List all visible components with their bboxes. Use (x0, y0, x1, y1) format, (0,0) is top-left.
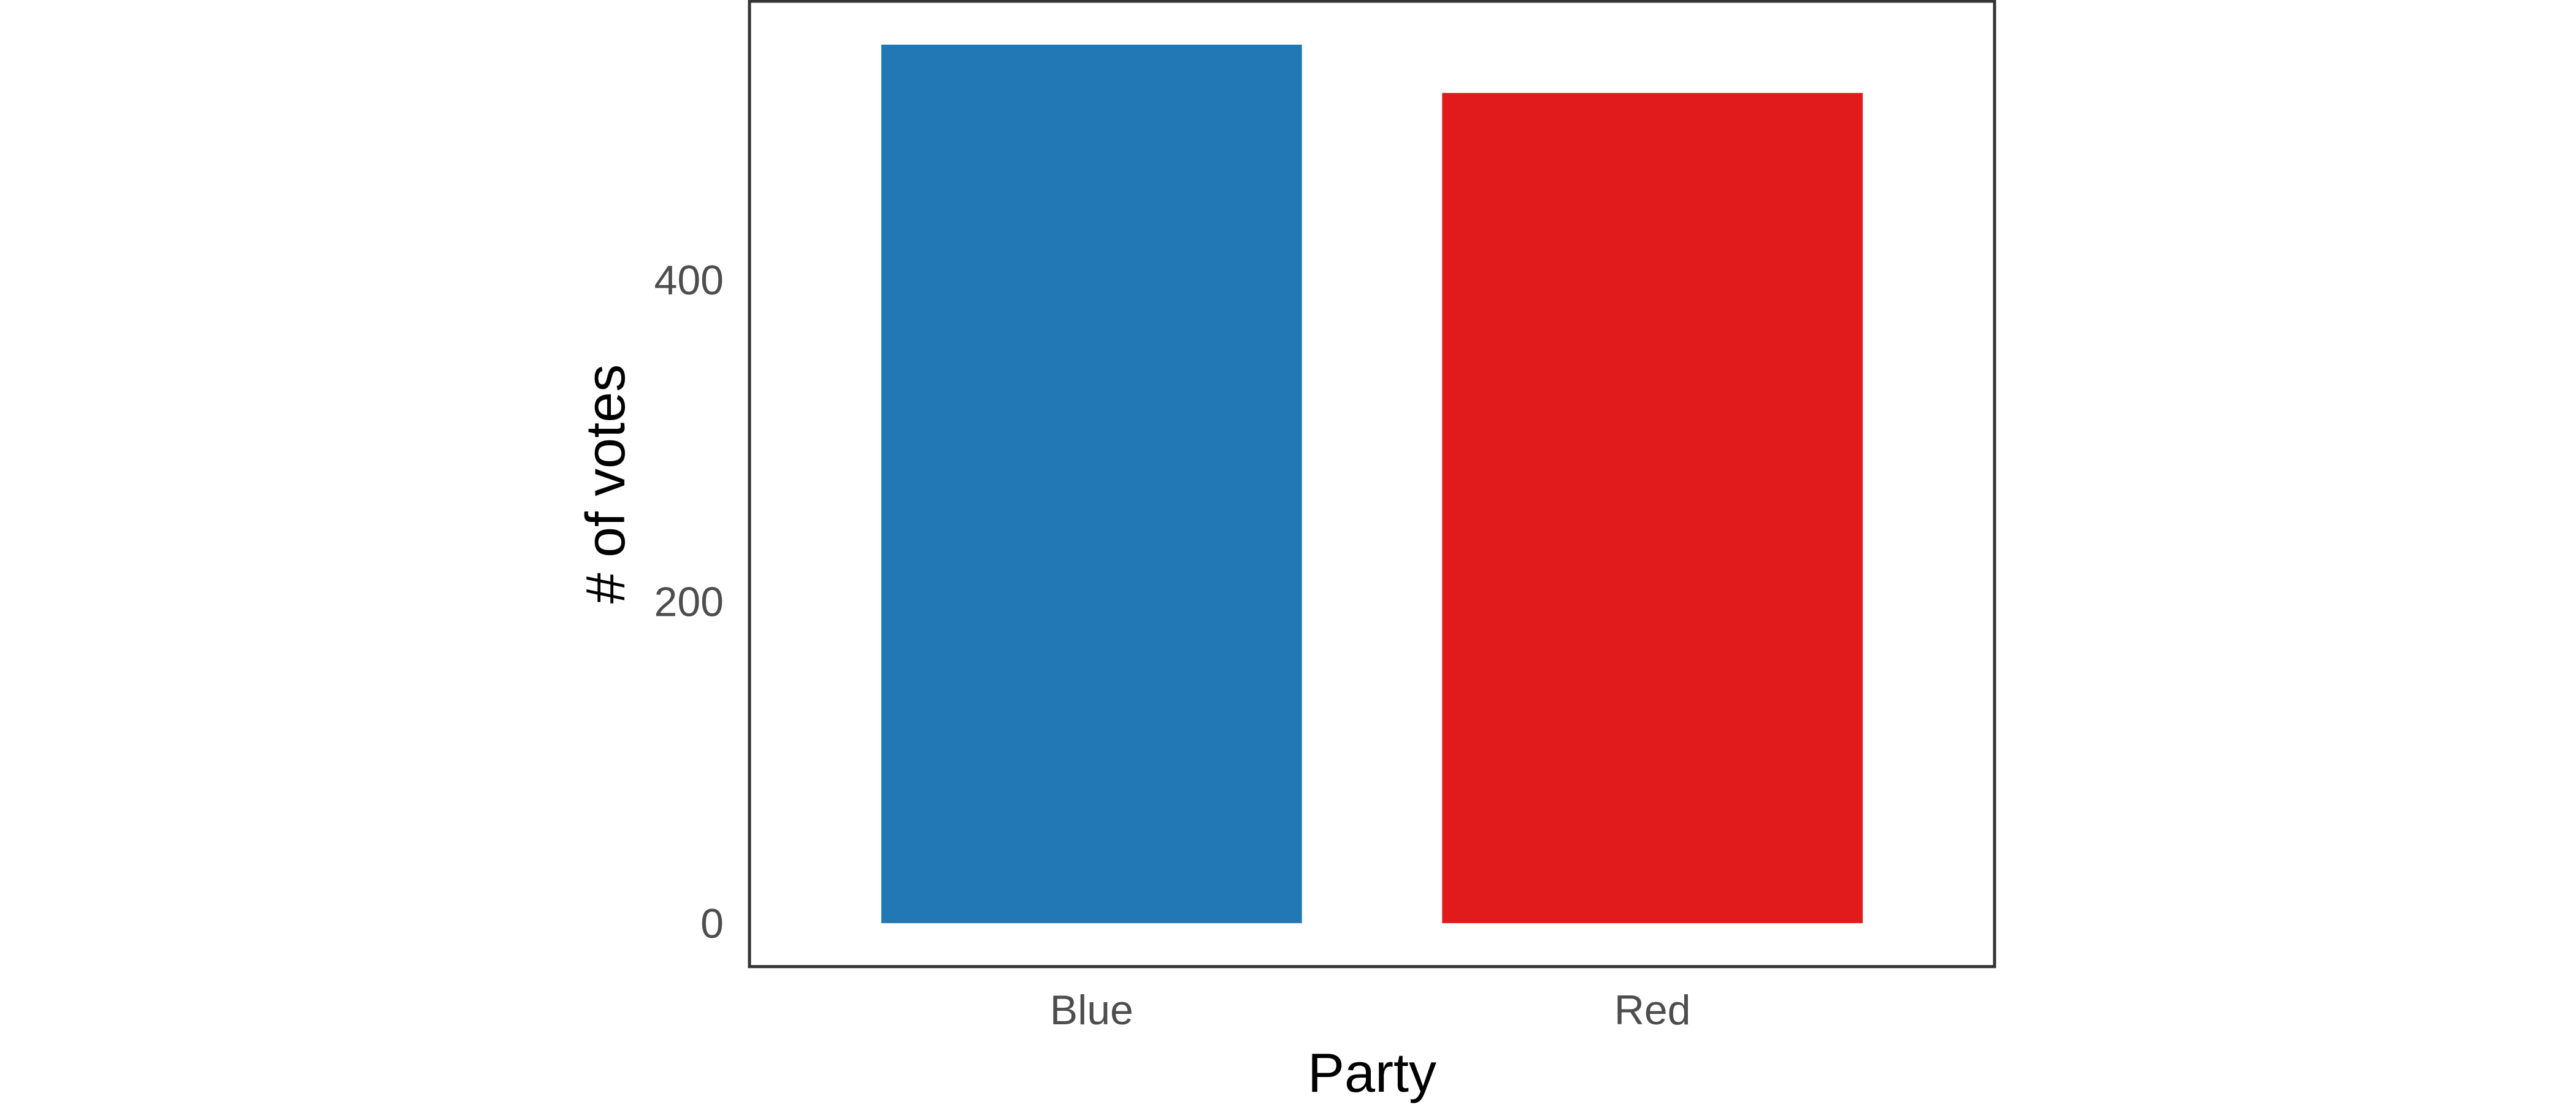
y-axis-ticks: 0 200 400 (654, 257, 724, 947)
bar-red (1442, 93, 1863, 924)
x-axis-ticks: Blue Red (1050, 987, 1691, 1033)
bar-blue (881, 44, 1302, 924)
x-tick-label-red: Red (1614, 987, 1691, 1033)
x-tick-label-blue: Blue (1050, 987, 1133, 1033)
x-axis-title: Party (1308, 1043, 1436, 1104)
y-tick-label-0: 0 (700, 900, 724, 947)
y-axis-title: # of votes (575, 364, 637, 604)
y-tick-label-400: 400 (654, 257, 724, 304)
bars-layer (881, 44, 1863, 924)
y-tick-label-200: 200 (654, 579, 724, 626)
